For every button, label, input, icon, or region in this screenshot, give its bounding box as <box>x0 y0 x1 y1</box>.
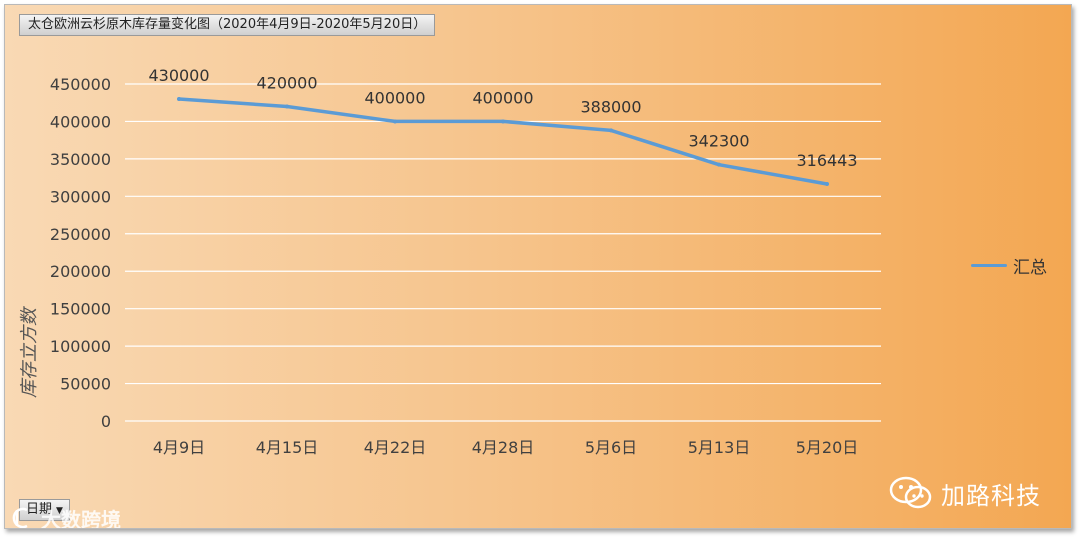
x-tick-label: 4月28日 <box>472 438 535 457</box>
y-axis-ticks: 0 50000 100000 150000 200000 250000 300000 3500… <box>50 75 111 431</box>
y-tick-label: 150000 <box>50 300 111 319</box>
x-tick-label: 4月15日 <box>256 438 319 457</box>
x-tick-label: 5月20日 <box>796 438 859 457</box>
data-point[interactable] <box>285 104 289 109</box>
y-tick-label: 350000 <box>50 150 111 169</box>
y-tick-label: 300000 <box>50 187 111 206</box>
data-label: 400000 <box>364 88 425 107</box>
data-point[interactable] <box>177 96 181 101</box>
x-axis-ticks: 4月9日 4月15日 4月22日 4月28日 5月6日 5月13日 5月20日 <box>153 438 858 457</box>
data-label: 400000 <box>472 88 533 107</box>
x-tick-label: 5月6日 <box>585 438 637 457</box>
legend-swatch <box>971 263 1007 267</box>
data-label: 342300 <box>688 132 749 151</box>
watermark-right: 加路科技 <box>889 473 1041 513</box>
legend-label: 汇总 <box>1013 257 1047 278</box>
date-field-label: 日期 <box>26 502 53 517</box>
series-layer <box>177 96 829 187</box>
watermark-left: 大数跨境 <box>9 503 121 529</box>
y-tick-label: 50000 <box>60 375 111 394</box>
line-chart: 0 50000 100000 150000 200000 250000 300000 3500… <box>19 66 881 457</box>
gridlines <box>125 83 881 422</box>
y-tick-label: 450000 <box>50 75 111 94</box>
chevron-down-icon: ▼ <box>56 506 63 516</box>
y-tick-label: 100000 <box>50 337 111 356</box>
x-tick-label: 5月13日 <box>688 438 751 457</box>
watermark-left-text: 大数跨境 <box>41 507 121 529</box>
data-point[interactable] <box>501 119 505 124</box>
data-point[interactable] <box>393 119 397 124</box>
x-tick-label: 4月9日 <box>153 438 205 457</box>
y-tick-label: 400000 <box>50 112 111 131</box>
data-label: 420000 <box>256 73 317 92</box>
data-point[interactable] <box>609 128 613 133</box>
chart-title-tag[interactable]: 太仓欧洲云杉原木库存量变化图（2020年4月9日-2020年5月20日） <box>19 14 436 36</box>
legend[interactable]: 汇总 <box>971 253 1047 278</box>
data-point[interactable] <box>717 162 721 167</box>
data-point[interactable] <box>825 182 829 187</box>
logo-icon <box>12 507 28 528</box>
data-label: 316443 <box>796 151 857 170</box>
y-tick-label: 0 <box>101 412 111 431</box>
chart-frame: 太仓欧洲云杉原木库存量变化图（2020年4月9日-2020年5月20日） 0 50… <box>4 4 1072 529</box>
watermark-right-text: 加路科技 <box>941 481 1041 510</box>
x-tick-label: 4月22日 <box>364 438 427 457</box>
data-labels: 430000 420000 400000 400000 388000 342300 3164… <box>148 66 857 170</box>
y-axis-label: 库存立方数 <box>19 306 40 398</box>
wechat-icon <box>889 476 932 509</box>
data-label: 388000 <box>580 97 641 116</box>
data-label: 430000 <box>148 66 209 85</box>
y-tick-label: 250000 <box>50 225 111 244</box>
y-tick-label: 200000 <box>50 262 111 281</box>
